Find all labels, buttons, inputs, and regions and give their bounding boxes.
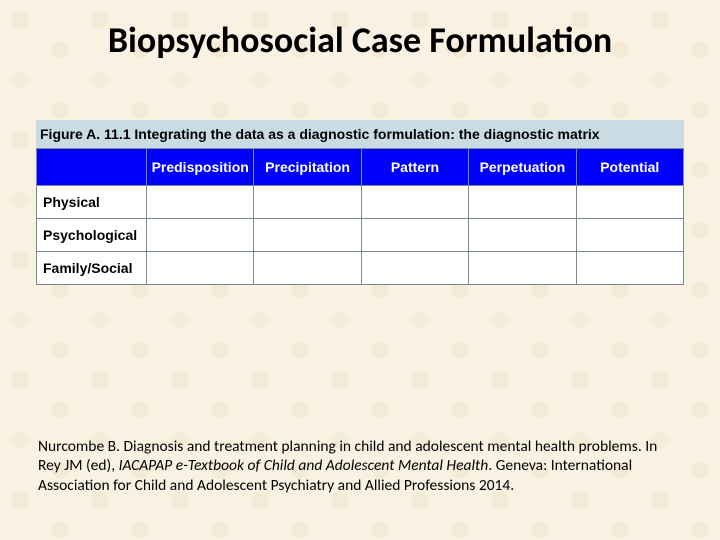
table-cell [146,219,253,252]
table-cell [576,252,683,285]
table-cell [469,186,576,219]
table-header-row: Predisposition Precipitation Pattern Per… [37,149,684,186]
table-cell [361,186,468,219]
citation-italic: IACAPAP e-Textbook of Child and Adolesce… [119,456,489,475]
table-row: Psychological [37,219,684,252]
citation-text: Nurcombe B. Diagnosis and treatment plan… [38,437,676,496]
header-blank-cell [37,149,147,186]
diagnostic-matrix-table: Predisposition Precipitation Pattern Per… [36,148,684,285]
table-cell [361,252,468,285]
column-header: Perpetuation [469,149,576,186]
table-cell [254,252,361,285]
figure-container: Figure A. 11.1 Integrating the data as a… [36,120,684,285]
table-cell [576,186,683,219]
column-header: Precipitation [254,149,361,186]
column-header: Pattern [361,149,468,186]
table-cell [146,252,253,285]
row-label: Physical [37,186,147,219]
table-cell [576,219,683,252]
table-cell [469,219,576,252]
row-label: Psychological [37,219,147,252]
figure-caption: Figure A. 11.1 Integrating the data as a… [36,120,684,148]
table-row: Family/Social [37,252,684,285]
table-cell [254,219,361,252]
column-header: Potential [576,149,683,186]
table-cell [146,186,253,219]
slide-container: Biopsychosocial Case Formulation Figure … [0,0,720,285]
row-label: Family/Social [37,252,147,285]
page-title: Biopsychosocial Case Formulation [36,18,684,62]
column-header: Predisposition [146,149,253,186]
table-cell [254,186,361,219]
table-cell [361,219,468,252]
table-cell [469,252,576,285]
table-row: Physical [37,186,684,219]
